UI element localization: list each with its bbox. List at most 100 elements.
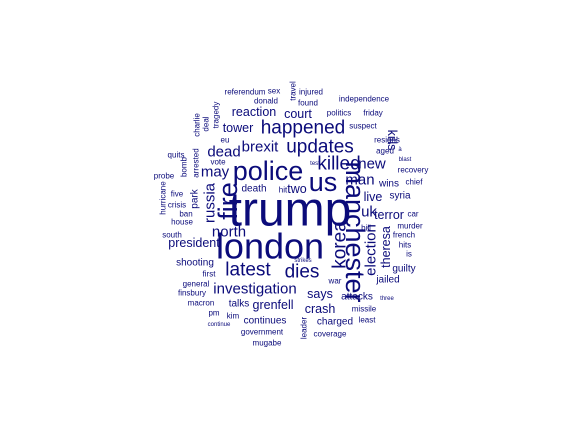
word-korea: korea <box>330 221 351 269</box>
word-least: least <box>359 316 377 325</box>
word-bomb: bomb <box>180 156 189 177</box>
word-macron: macron <box>188 299 215 308</box>
word-hits: hits <box>399 241 411 250</box>
word-sex: sex <box>268 87 280 96</box>
word-trump: trump <box>229 184 352 237</box>
word-missile: missile <box>352 305 377 314</box>
word-fire: fire <box>213 182 243 220</box>
word-manchester: manchester <box>340 161 370 302</box>
word-friday: friday <box>363 109 383 118</box>
word-jailed: jailed <box>375 275 399 286</box>
word-happened: happened <box>261 118 346 139</box>
word-chief: chief <box>406 178 424 187</box>
word-london: london <box>216 226 324 267</box>
word-test: test <box>310 161 320 167</box>
word-two: two <box>287 182 307 196</box>
word-car: car <box>407 210 418 219</box>
word-talks: talks <box>229 299 250 310</box>
word-five: five <box>171 190 184 199</box>
word-referendum: referendum <box>225 88 266 97</box>
word-recovery: recovery <box>398 166 429 175</box>
word-bill: bill <box>361 224 371 233</box>
word-attacks: attacks <box>341 292 373 303</box>
word-house: house <box>171 218 193 227</box>
word-north: north <box>212 224 246 241</box>
word-found: found <box>298 99 318 108</box>
word-police: police <box>233 156 304 186</box>
word-injured: injured <box>299 88 323 97</box>
word-mugabe: mugabe <box>253 339 282 348</box>
word-brexit: brexit <box>242 139 280 156</box>
word-park: park <box>190 188 201 208</box>
word-leader: leader <box>300 317 309 340</box>
word-french: french <box>393 231 415 240</box>
word-suspect: suspect <box>349 122 377 131</box>
word-war: war <box>328 277 342 286</box>
word-à: à <box>398 147 402 153</box>
word-shooting: shooting <box>176 258 214 269</box>
word-election: election <box>363 224 380 276</box>
word-donald: donald <box>254 97 278 106</box>
word-probe: probe <box>154 172 175 181</box>
word-ban: ban <box>179 210 192 219</box>
word-dies: dies <box>285 262 320 283</box>
word-grenfell: grenfell <box>253 298 294 312</box>
word-new: new <box>358 156 386 173</box>
word-quits: quits <box>168 151 185 160</box>
word-theresa: theresa <box>379 226 393 268</box>
word-hurricane: hurricane <box>159 181 168 215</box>
word-hit: hit <box>279 186 288 195</box>
word-south: south <box>162 231 182 240</box>
word-terror: terror <box>374 208 404 222</box>
word-says: says <box>307 287 333 301</box>
word-independence: independence <box>339 95 390 104</box>
word-killed: killed <box>317 154 360 175</box>
word-three: three <box>380 296 394 302</box>
word-vote: vote <box>210 158 226 167</box>
word-russia: russia <box>202 182 219 223</box>
word-deal: deal <box>202 116 211 131</box>
word-pm: pm <box>208 309 219 318</box>
word-kills: kills <box>385 130 399 151</box>
word-dead: dead <box>207 144 240 161</box>
word-updates: updates <box>286 137 354 158</box>
word-coverage: coverage <box>314 330 347 339</box>
word-eu: eu <box>221 136 230 145</box>
word-murder: murder <box>397 222 423 231</box>
word-crash: crash <box>305 302 336 316</box>
word-crisis: crisis <box>168 201 186 210</box>
word-government: government <box>241 328 284 337</box>
word-blast: blast <box>399 157 412 163</box>
word-charged: charged <box>317 317 353 328</box>
word-is: is <box>406 250 412 259</box>
word-continues: continues <box>244 316 287 327</box>
word-aged: aged <box>376 147 394 156</box>
word-man: man <box>345 172 374 189</box>
word-president: president <box>168 236 220 250</box>
word-politics: politics <box>327 109 351 118</box>
word-kim: kim <box>227 312 240 321</box>
word-general: general <box>183 280 210 289</box>
word-guilty: guilty <box>392 264 415 275</box>
word-investigation: investigation <box>213 281 296 298</box>
word-tragedy: tragedy <box>212 102 221 129</box>
word-resigns: resigns <box>374 136 400 145</box>
word-latest: latest <box>225 260 271 281</box>
word-finsbury: finsbury <box>178 289 206 298</box>
word-wins: wins <box>378 179 399 190</box>
word-uk: uk <box>361 204 377 221</box>
word-strikes: strikes <box>294 258 311 264</box>
word-court: court <box>284 107 312 121</box>
word-tower: tower <box>223 121 254 135</box>
word-syria: syria <box>389 191 411 202</box>
word-live: live <box>364 190 383 204</box>
word-us: us <box>309 167 338 197</box>
word-reaction: reaction <box>232 105 277 119</box>
word-first: first <box>203 270 217 279</box>
word-continue: continue <box>208 322 231 328</box>
word-travel: travel <box>289 81 298 101</box>
word-may: may <box>201 164 230 181</box>
word-charlie: charlie <box>193 113 202 137</box>
word-death: death <box>241 184 266 195</box>
